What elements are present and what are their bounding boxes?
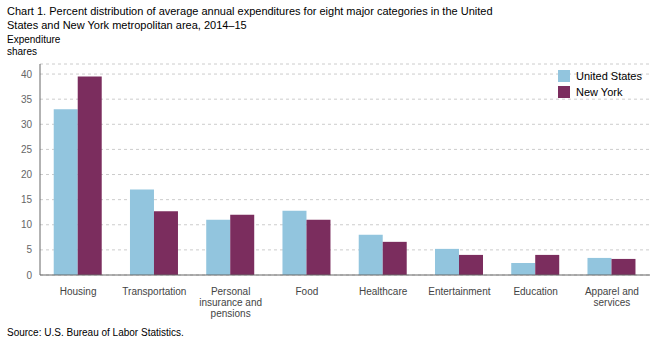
- svg-text:0: 0: [26, 270, 32, 281]
- html-text:shares: shares: [7, 46, 37, 57]
- svg-text:Healthcare: Healthcare: [359, 286, 408, 297]
- html-text:United States: United States: [576, 70, 642, 82]
- svg-text:40: 40: [21, 69, 33, 80]
- svg-text:Education: Education: [513, 286, 557, 297]
- svg-text:25: 25: [21, 144, 33, 155]
- svg-text:Apparel andservices: Apparel andservices: [585, 286, 639, 308]
- html-text:Expenditure: Expenditure: [7, 34, 61, 45]
- svg-text:10: 10: [21, 219, 33, 230]
- html-text:Chart 1. Percent distribution: Chart 1. Percent distribution of average…: [7, 5, 493, 17]
- html-text:Source: U.S. Bureau of Labor S: Source: U.S. Bureau of Labor Statistics.: [7, 327, 184, 338]
- html-text:New York: New York: [576, 86, 623, 98]
- svg-text:Entertainment: Entertainment: [428, 286, 490, 297]
- html-text:States and New York metropolit: States and New York metropolitan area, 2…: [7, 19, 247, 31]
- svg-text:30: 30: [21, 119, 33, 130]
- svg-text:Personalinsurance andpensions: Personalinsurance andpensions: [199, 286, 262, 319]
- svg-text:35: 35: [21, 94, 33, 105]
- svg-text:5: 5: [26, 244, 32, 255]
- svg-text:Food: Food: [295, 286, 318, 297]
- svg-text:15: 15: [21, 194, 33, 205]
- svg-text:20: 20: [21, 169, 33, 180]
- svg-text:Housing: Housing: [60, 286, 97, 297]
- svg-text:Transportation: Transportation: [122, 286, 186, 297]
